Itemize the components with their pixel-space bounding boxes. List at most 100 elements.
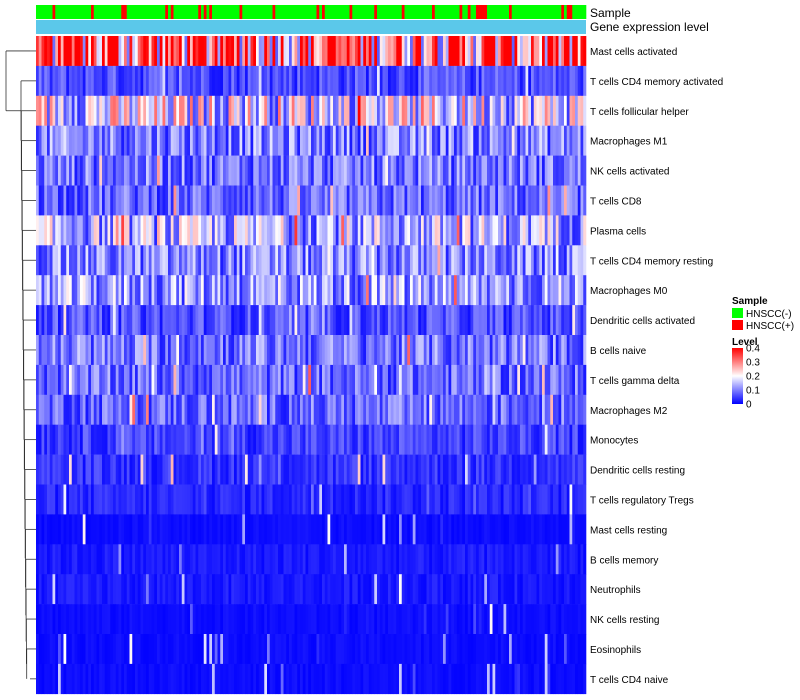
heatmap-cell: [363, 424, 367, 455]
heatmap-cell: [135, 185, 139, 216]
sample-cell: [96, 5, 100, 19]
heatmap-cell: [349, 514, 353, 545]
heatmap-cell: [74, 215, 78, 246]
heatmap-cell: [399, 454, 403, 485]
heatmap-cell: [225, 364, 229, 396]
heatmap-cell: [289, 335, 293, 366]
heatmap-cell: [66, 65, 70, 97]
heatmap-cell: [187, 275, 191, 306]
heatmap-cell: [385, 185, 389, 216]
heatmap-cell: [462, 245, 466, 276]
heatmap-cell: [377, 36, 381, 67]
heatmap-cell: [330, 454, 334, 485]
heatmap-cell: [38, 305, 42, 336]
heatmap-cell: [96, 574, 100, 605]
heatmap-cell: [550, 394, 554, 425]
heatmap-cell: [228, 36, 232, 67]
heatmap-cell: [572, 424, 576, 455]
heatmap-cell: [360, 95, 364, 126]
heatmap-cell: [311, 275, 315, 306]
heatmap-cell: [536, 95, 540, 126]
heatmap-cell: [247, 36, 251, 67]
heatmap-cell: [294, 125, 298, 156]
heatmap-cell: [368, 574, 372, 605]
heatmap-cell: [267, 335, 271, 366]
heatmap-cell: [577, 36, 581, 67]
heatmap-cell: [379, 454, 383, 485]
heatmap-cell: [360, 305, 364, 336]
heatmap-cell: [234, 544, 238, 575]
heatmap-cell: [223, 604, 227, 635]
heatmap-cell: [234, 454, 238, 485]
heatmap-cell: [531, 305, 535, 336]
heatmap-cell: [291, 604, 295, 635]
heatmap-cell: [553, 305, 557, 336]
heatmap-cell: [344, 364, 348, 396]
heatmap-cell: [209, 394, 213, 425]
heatmap-cell: [520, 484, 524, 515]
heatmap-cell: [214, 604, 218, 635]
heatmap-cell: [544, 125, 548, 156]
heatmap-cell: [478, 544, 482, 575]
heatmap-cell: [539, 424, 543, 455]
heatmap-cell: [553, 454, 557, 485]
heatmap-cell: [93, 155, 97, 186]
heatmap-cell: [137, 364, 141, 396]
heatmap-cell: [322, 544, 326, 575]
heatmap-cell: [275, 215, 279, 246]
heatmap-cell: [110, 663, 114, 695]
heatmap-cell: [368, 215, 372, 246]
heatmap-cell: [58, 185, 62, 216]
heatmap-cell: [456, 604, 460, 635]
heatmap-cell: [550, 65, 554, 97]
heatmap-cell: [355, 394, 359, 425]
heatmap-cell: [96, 394, 100, 425]
heatmap-cell: [311, 604, 315, 635]
heatmap-cell: [385, 335, 389, 366]
heatmap-cell: [462, 394, 466, 425]
heatmap-cell: [536, 663, 540, 695]
heatmap-cell: [168, 634, 172, 665]
heatmap-cell: [47, 305, 51, 336]
heatmap-cell: [487, 185, 491, 216]
heatmap-cell: [115, 394, 119, 425]
heatmap-cell: [517, 484, 521, 515]
heatmap-cell: [451, 663, 455, 695]
sample-cell: [198, 5, 202, 19]
heatmap-cell: [91, 604, 95, 635]
heatmap-cell: [261, 125, 265, 156]
heatmap-cell: [509, 335, 513, 366]
heatmap-cell: [421, 36, 425, 67]
heatmap-cell: [407, 155, 411, 186]
heatmap-cell: [181, 65, 185, 97]
heatmap-cell: [102, 663, 106, 695]
sample-cell: [327, 5, 331, 19]
heatmap-cell: [278, 185, 282, 216]
heatmap-cell: [283, 36, 287, 67]
heatmap-cell: [344, 65, 348, 97]
heatmap-cell: [511, 424, 515, 455]
heatmap-cell: [77, 36, 81, 67]
heatmap-cell: [575, 215, 579, 246]
heatmap-cell: [544, 484, 548, 515]
heatmap-cell: [253, 335, 257, 366]
heatmap-cell: [110, 454, 114, 485]
heatmap-cell: [404, 185, 408, 216]
heatmap-cell: [154, 125, 158, 156]
heatmap-cell: [247, 275, 251, 306]
heatmap-cell: [181, 424, 185, 455]
heatmap-cell: [236, 663, 240, 695]
heatmap-cell: [214, 634, 218, 665]
heatmap-cell: [577, 544, 581, 575]
heatmap-cell: [36, 454, 40, 485]
heatmap-cell: [316, 125, 320, 156]
heatmap-cell: [456, 335, 460, 366]
heatmap-cell: [71, 364, 75, 396]
heatmap-cell: [132, 364, 136, 396]
sample-cell: [209, 5, 213, 19]
heatmap-cell: [533, 544, 537, 575]
heatmap-cell: [104, 514, 108, 545]
heatmap-cell: [517, 185, 521, 216]
heatmap-cell: [423, 604, 427, 635]
heatmap-cell: [69, 245, 73, 276]
